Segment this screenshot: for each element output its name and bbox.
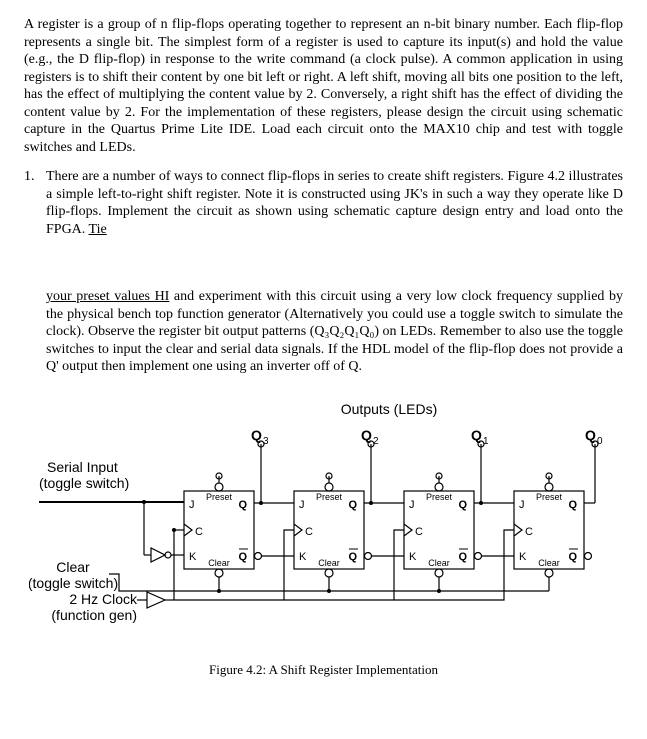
clock-label-1: 2 Hz Clock <box>69 591 138 607</box>
preset-hi: your preset values HI <box>46 289 169 304</box>
svg-text:Q: Q <box>458 499 467 511</box>
svg-text:Preset: Preset <box>535 492 562 502</box>
svg-text:Preset: Preset <box>425 492 452 502</box>
clock-label-2: (function gen) <box>51 607 137 623</box>
flipflop-0: Preset Clear J C K Q Q <box>514 473 592 591</box>
q-label-1: Q 1 <box>471 427 489 447</box>
svg-text:Q: Q <box>348 551 357 563</box>
clock-buffer-icon <box>137 592 174 608</box>
clear-label-2: (toggle switch) <box>29 575 118 591</box>
svg-text:Clear: Clear <box>538 558 560 568</box>
svg-text:J: J <box>189 499 195 511</box>
clear-label-1: Clear <box>56 559 90 575</box>
svg-text:C: C <box>525 526 533 538</box>
serial-input-label-2: (toggle switch) <box>39 475 129 491</box>
svg-text:Q: Q <box>568 551 577 563</box>
flipflop-2: Preset Clear J C K Q Q <box>294 473 372 593</box>
svg-text:Clear: Clear <box>318 558 340 568</box>
svg-text:K: K <box>299 551 307 563</box>
svg-text:J: J <box>409 499 415 511</box>
svg-text:Clear: Clear <box>428 558 450 568</box>
svg-text:Q: Q <box>348 499 357 511</box>
svg-text:K: K <box>519 551 527 563</box>
svg-text:Preset: Preset <box>205 492 232 502</box>
svg-text:Q: Q <box>238 499 247 511</box>
svg-text:J: J <box>519 499 525 511</box>
svg-text:K: K <box>409 551 417 563</box>
q-label-3: Q 3 <box>251 427 269 447</box>
figure-caption: Figure 4.2: A Shift Register Implementat… <box>24 662 623 678</box>
svg-text:Clear: Clear <box>208 558 230 568</box>
item1-tie: Tie <box>89 222 107 237</box>
q-label-2: Q 2 <box>361 427 379 447</box>
svg-text:C: C <box>195 526 203 538</box>
svg-text:K: K <box>189 551 197 563</box>
item1-continuation: your preset values HI and experiment wit… <box>46 288 623 376</box>
svg-text:C: C <box>305 526 313 538</box>
serial-inverter-icon <box>142 500 184 562</box>
flipflop-3: Preset Clear J C K Q Q <box>172 473 262 593</box>
serial-input-label-1: Serial Input <box>47 459 118 475</box>
list-number: 1. <box>24 168 46 238</box>
svg-text:Preset: Preset <box>315 492 342 502</box>
item1-text: There are a number of ways to connect fl… <box>46 169 623 237</box>
svg-text:Q: Q <box>568 499 577 511</box>
list-item-1: 1. There are a number of ways to connect… <box>24 168 623 238</box>
list-body: There are a number of ways to connect fl… <box>46 168 623 238</box>
intro-paragraph: A register is a group of n flip-flops op… <box>24 16 623 156</box>
outputs-label: Outputs (LEDs) <box>340 401 436 417</box>
svg-text:Q: Q <box>458 551 467 563</box>
svg-text:C: C <box>415 526 423 538</box>
shift-register-figure: Outputs (LEDs) Q 3 Q 2 Q 1 Q 0 Serial In… <box>29 396 619 656</box>
svg-text:J: J <box>299 499 305 511</box>
flipflop-1: Preset Clear J C K Q Q <box>404 473 482 593</box>
svg-text:Q: Q <box>238 551 247 563</box>
q-label-0: Q 0 <box>585 427 603 447</box>
